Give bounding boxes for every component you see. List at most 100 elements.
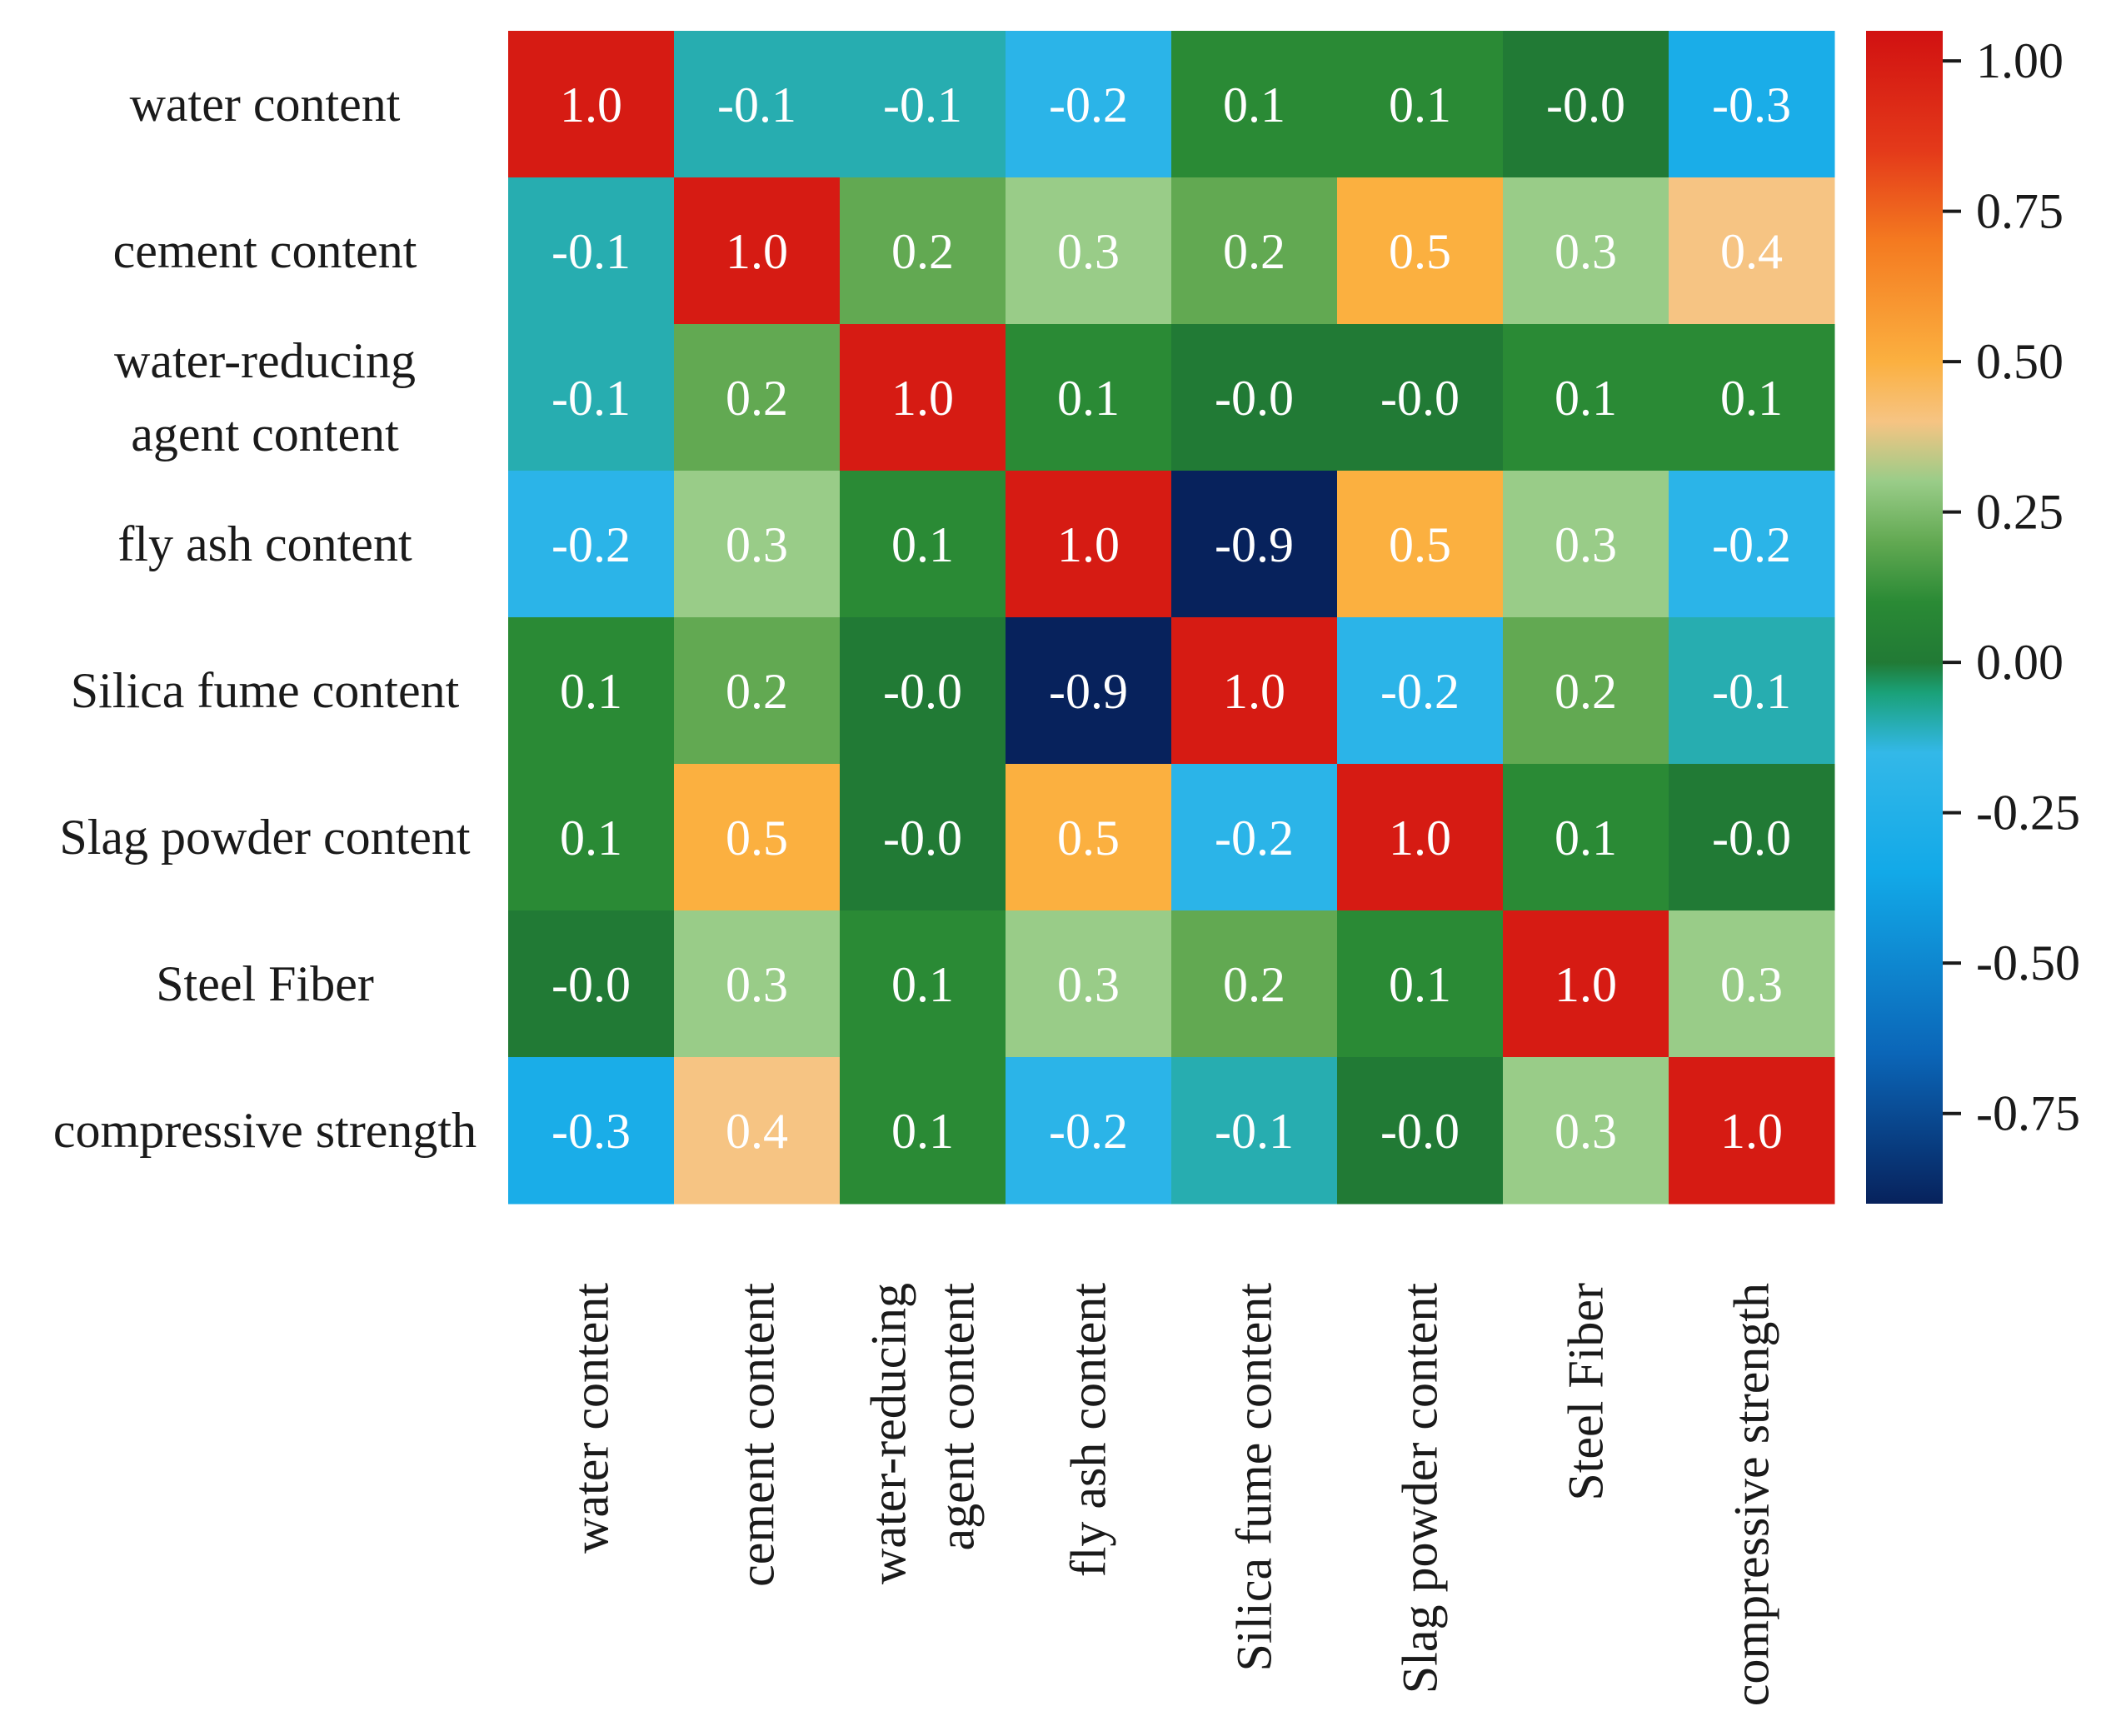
heatmap-cell-labels: 1.0 -0.1 -0.1 -0.2 0.1 0.1 -0.0 -0.3 -0.1 1.0 0.2 0…: [551, 77, 1791, 1159]
heatmap-cell: [1006, 764, 1172, 911]
colorbar-tick-label: 0.75: [1976, 183, 2064, 238]
heatmap-cell: [1337, 177, 1504, 325]
heatmap-cell: [508, 31, 675, 178]
heatmap-cell: [1006, 177, 1172, 325]
colorbar-tick-label: -0.50: [1976, 935, 2080, 990]
cell-value-label: 0.3: [1057, 957, 1120, 1012]
heatmap-cell: [1337, 471, 1504, 618]
heatmap-cell: [1171, 471, 1338, 618]
cell-value-label: -0.0: [1380, 371, 1460, 426]
cell-value-label: -0.0: [1215, 371, 1294, 426]
heatmap-cell: [1503, 764, 1669, 911]
heatmap-cell: [840, 617, 1006, 765]
cell-value-label: 0.3: [1555, 1104, 1617, 1159]
cell-value-label: 0.2: [1555, 664, 1617, 719]
cell-value-label: 1.0: [1057, 517, 1120, 572]
cell-value-label: 0.2: [1223, 224, 1285, 279]
cell-value-label: 0.4: [726, 1104, 788, 1159]
cell-value-label: 0.1: [560, 811, 622, 866]
cell-value-label: 0.1: [1555, 811, 1617, 866]
heatmap-cell: [508, 617, 675, 765]
heatmap-cell: [1669, 1057, 1835, 1205]
cell-value-label: 0.1: [891, 957, 954, 1012]
column-label: water content: [563, 1283, 618, 1554]
colorbar-gradient: [1866, 31, 1943, 1204]
cell-value-label: 0.2: [1223, 957, 1285, 1012]
heatmap-cell: [1503, 324, 1669, 471]
cell-value-label: -0.0: [1380, 1104, 1460, 1159]
row-labels: water content cement content water-reducin…: [53, 77, 477, 1158]
heatmap-cell: [1503, 177, 1669, 325]
cell-value-label: -0.0: [883, 811, 962, 866]
heatmap-cell: [1669, 617, 1835, 765]
heatmap-cell: [1006, 1057, 1172, 1205]
cell-value-label: 0.5: [1057, 811, 1120, 866]
heatmap-cell: [840, 1057, 1006, 1205]
heatmap-cell: [674, 617, 841, 765]
heatmap-cell: [1171, 764, 1338, 911]
cell-value-label: 0.3: [1555, 224, 1617, 279]
cell-value-label: 1.0: [891, 371, 954, 426]
cell-value-label: -0.1: [883, 77, 962, 132]
heatmap-cell: [1669, 31, 1835, 178]
heatmap-cell: [1337, 910, 1504, 1058]
row-label: cement content: [113, 223, 417, 278]
heatmap-cell: [1337, 617, 1504, 765]
cell-value-label: -0.2: [551, 517, 631, 572]
colorbar-tick-label: 0.50: [1976, 334, 2064, 389]
heatmap-cell: [508, 471, 675, 618]
cell-value-label: 1.0: [1389, 811, 1451, 866]
cell-value-label: 0.1: [560, 664, 622, 719]
row-label: Steel Fiber: [156, 956, 374, 1011]
cell-value-label: 0.3: [1057, 224, 1120, 279]
cell-value-label: 0.1: [1555, 371, 1617, 426]
cell-value-label: -0.1: [1215, 1104, 1294, 1159]
heatmap-cell: [1337, 764, 1504, 911]
column-labels: water content cement content water-reducin…: [563, 1283, 1779, 1707]
heatmap-cell: [1337, 324, 1504, 471]
cell-value-label: 0.2: [726, 371, 788, 426]
cell-value-label: -0.1: [551, 371, 631, 426]
column-label: water-reducing agent content: [861, 1283, 984, 1584]
cell-value-label: 0.5: [1389, 517, 1451, 572]
column-label: fly ash content: [1060, 1283, 1115, 1578]
cell-value-label: -0.2: [1380, 664, 1460, 719]
cell-value-label: 0.3: [1720, 957, 1783, 1012]
cell-value-label: 1.0: [560, 77, 622, 132]
heatmap-cell: [674, 910, 841, 1058]
cell-value-label: 0.5: [1389, 224, 1451, 279]
cell-value-label: -0.3: [551, 1104, 631, 1159]
colorbar-tick-label: 0.00: [1976, 635, 2064, 690]
heatmap-cell: [1503, 617, 1669, 765]
cell-value-label: 1.0: [726, 224, 788, 279]
heatmap-cell: [840, 471, 1006, 618]
heatmap-cell: [1006, 471, 1172, 618]
heatmap-cell: [1337, 1057, 1504, 1205]
cell-value-label: -0.0: [883, 664, 962, 719]
colorbar-tick-label: 1.00: [1976, 33, 2064, 88]
column-label: Steel Fiber: [1558, 1283, 1613, 1501]
heatmap-cell: [674, 1057, 841, 1205]
heatmap-cell: [508, 324, 675, 471]
colorbar: 1.00 0.75 0.50 0.25 0.00 -0.25 -0.50 -0.75: [1866, 31, 2080, 1204]
heatmap-cell: [1503, 1057, 1669, 1205]
column-label: cement content: [729, 1283, 784, 1587]
heatmap-cell: [840, 31, 1006, 178]
heatmap-cell: [508, 177, 675, 325]
cell-value-label: -0.3: [1712, 77, 1791, 132]
cell-value-label: 0.2: [726, 664, 788, 719]
cell-value-label: -0.2: [1049, 1104, 1128, 1159]
heatmap-cell: [1171, 31, 1338, 178]
row-label: water content: [130, 77, 401, 132]
heatmap-cell: [1669, 764, 1835, 911]
heatmap-cell: [508, 764, 675, 911]
cell-value-label: 1.0: [1720, 1104, 1783, 1159]
heatmap-cell: [674, 471, 841, 618]
heatmap-cell: [674, 324, 841, 471]
heatmap-cell: [1171, 910, 1338, 1058]
column-label: Silica fume content: [1226, 1283, 1281, 1672]
heatmap-cell: [674, 177, 841, 325]
column-label: compressive strength: [1724, 1283, 1779, 1706]
cell-value-label: -0.9: [1049, 664, 1128, 719]
cell-value-label: -0.1: [717, 77, 796, 132]
